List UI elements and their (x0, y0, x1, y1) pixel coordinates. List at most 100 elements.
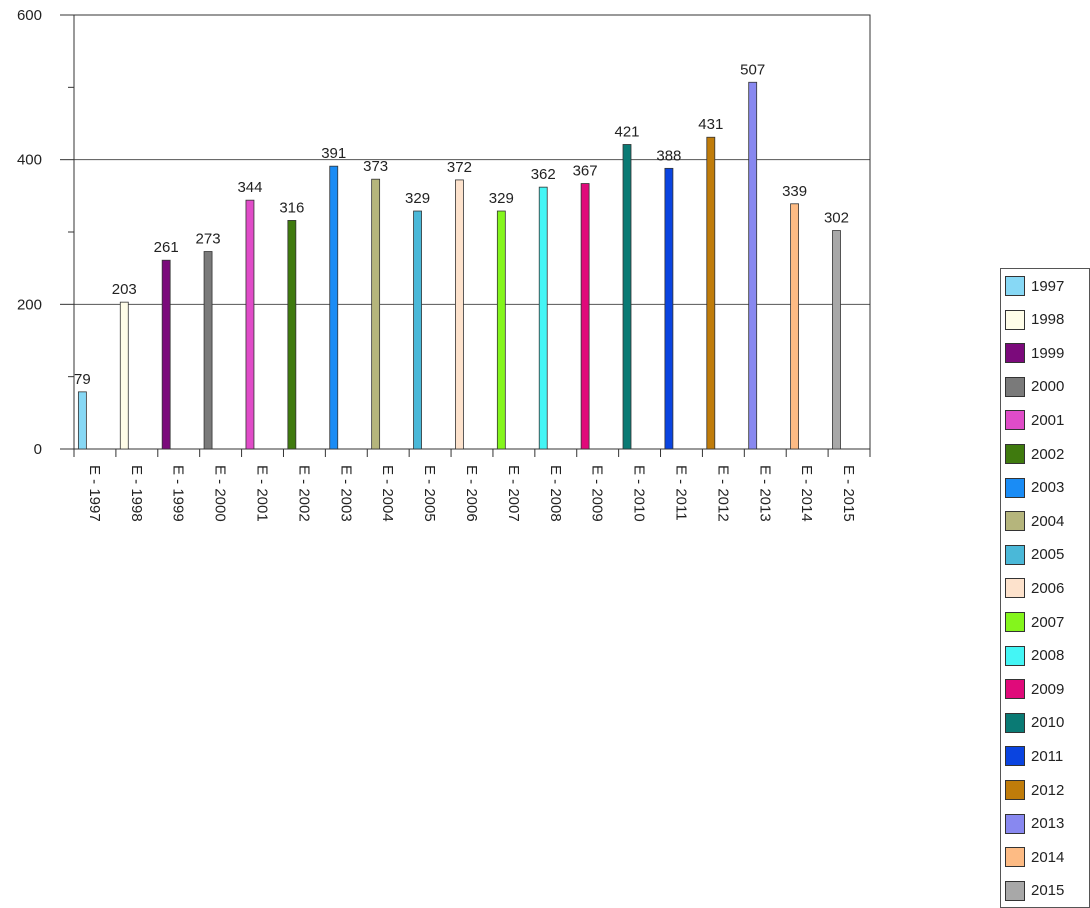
bar (538, 186, 548, 450)
legend-label: 2006 (1031, 579, 1065, 597)
data-label: 261 (154, 239, 179, 256)
data-label: 507 (740, 61, 765, 78)
legend-item: 2006 (1005, 575, 1064, 601)
data-label: 329 (489, 190, 514, 207)
legend-item: 2007 (1005, 609, 1064, 635)
data-labels: 79 203 261 273 344 316 391 373 329 372 329 362 367 42… (74, 61, 849, 388)
x-tick-label: E - 2008 (547, 465, 564, 522)
legend-label: 2009 (1031, 680, 1065, 698)
legend-label: 1997 (1031, 277, 1065, 295)
y-tick-label: 400 (17, 152, 42, 169)
x-tick-label: E - 2015 (840, 465, 857, 522)
bar (496, 210, 506, 450)
data-label: 316 (279, 199, 304, 216)
x-tick-label: E - 2002 (295, 465, 312, 522)
legend-item: 2008 (1005, 643, 1064, 669)
data-label: 431 (698, 116, 723, 133)
legend-item: 2000 (1005, 374, 1064, 400)
legend-swatch (1005, 679, 1025, 700)
data-label: 329 (405, 190, 430, 207)
legend-label: 2000 (1031, 378, 1065, 396)
data-label: 421 (614, 123, 639, 140)
legend-item: 2011 (1005, 743, 1063, 769)
legend-item: 2015 (1005, 878, 1064, 904)
legend-swatch (1005, 612, 1025, 632)
legend-swatch (1005, 376, 1025, 397)
x-tick-label: E - 2009 (589, 465, 606, 522)
legend-item: 1999 (1005, 340, 1064, 366)
legend-label: 2010 (1031, 714, 1065, 732)
legend-item: 2005 (1005, 542, 1064, 568)
data-label: 302 (824, 210, 849, 227)
bar (748, 81, 758, 450)
legend-swatch (1005, 578, 1025, 599)
x-tick-label: E - 2001 (254, 465, 271, 522)
x-tick-label: E - 1997 (86, 465, 103, 522)
data-label: 273 (196, 231, 221, 248)
bar (706, 136, 716, 450)
data-label: 367 (573, 163, 598, 180)
bar (329, 165, 339, 450)
x-tick-label: E - 2000 (212, 465, 229, 522)
legend-label: 2003 (1031, 479, 1065, 497)
legend-label: 2002 (1031, 445, 1065, 463)
data-label: 339 (782, 183, 807, 200)
data-label: 203 (112, 281, 137, 298)
legend-swatch (1005, 746, 1025, 767)
legend-label: 2011 (1031, 747, 1064, 765)
x-tick-label: E - 2012 (714, 465, 731, 522)
legend-label: 2014 (1031, 848, 1065, 866)
legend-item: 2009 (1005, 676, 1064, 702)
legend-swatch (1005, 444, 1025, 464)
bar (287, 220, 297, 450)
legend-label: 2001 (1031, 411, 1065, 429)
axes (60, 14, 871, 457)
bar (245, 199, 255, 450)
legend-swatch (1005, 343, 1025, 364)
legend-swatch (1005, 880, 1025, 901)
bar (203, 251, 213, 450)
x-tick-label: E - 1999 (170, 465, 187, 522)
legend-item: 2003 (1005, 475, 1064, 501)
y-tick-label: 600 (17, 7, 42, 24)
data-label: 391 (321, 145, 346, 162)
data-label: 79 (74, 371, 91, 388)
legend-swatch (1005, 511, 1025, 532)
data-label: 372 (447, 159, 472, 176)
data-label: 388 (656, 147, 681, 164)
legend-swatch (1005, 645, 1025, 666)
bar (832, 230, 841, 450)
legend-label: 2007 (1031, 613, 1065, 631)
bar (77, 391, 87, 450)
x-tick-label: E - 2004 (379, 465, 396, 522)
legend-label: 2015 (1031, 882, 1065, 900)
legend-swatch (1005, 410, 1025, 431)
bar (455, 179, 464, 450)
legend-item: 2012 (1005, 777, 1064, 803)
legend-label: 2004 (1031, 512, 1065, 530)
bar (161, 259, 171, 450)
bar (664, 167, 674, 450)
data-label: 373 (363, 158, 388, 175)
x-tick-label: E - 2007 (505, 465, 522, 522)
legend-item: 1997 (1005, 273, 1064, 299)
legend-swatch (1005, 780, 1025, 800)
x-tick-label: E - 2003 (337, 465, 354, 522)
legend-item: 2014 (1005, 844, 1064, 870)
chart: 79 203 261 273 344 316 391 373 329 372 329 362 367 42… (17, 7, 871, 522)
bar (119, 301, 129, 450)
legend: 1997 1998 1999 2000 2001 2002 2003 2004 2005 2006… (1000, 268, 1090, 908)
legend-swatch (1005, 276, 1025, 296)
legend-swatch (1005, 813, 1025, 834)
bar (413, 210, 422, 450)
x-tick-label: E - 2005 (421, 465, 438, 522)
legend-swatch (1005, 712, 1025, 733)
legend-label: 2005 (1031, 546, 1065, 564)
x-tick-label: E - 2006 (463, 465, 480, 522)
legend-swatch (1005, 477, 1025, 498)
legend-swatch (1005, 309, 1025, 330)
legend-item: 2002 (1005, 441, 1064, 467)
legend-item: 2010 (1005, 710, 1064, 736)
y-tick-label: 200 (17, 296, 42, 313)
legend-label: 1999 (1031, 344, 1065, 362)
